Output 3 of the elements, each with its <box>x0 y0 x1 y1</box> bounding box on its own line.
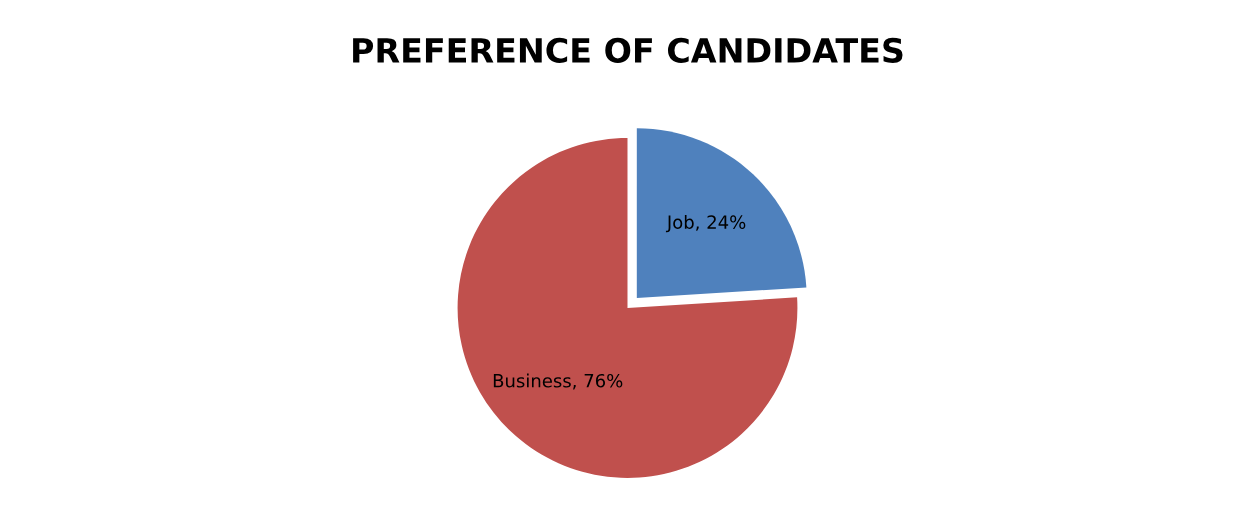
slice-label: Job, 24% <box>665 215 746 233</box>
slice-label: Business, 76% <box>493 373 623 390</box>
chart-title: PREFERENCE OF CANDIDATES <box>353 37 903 63</box>
